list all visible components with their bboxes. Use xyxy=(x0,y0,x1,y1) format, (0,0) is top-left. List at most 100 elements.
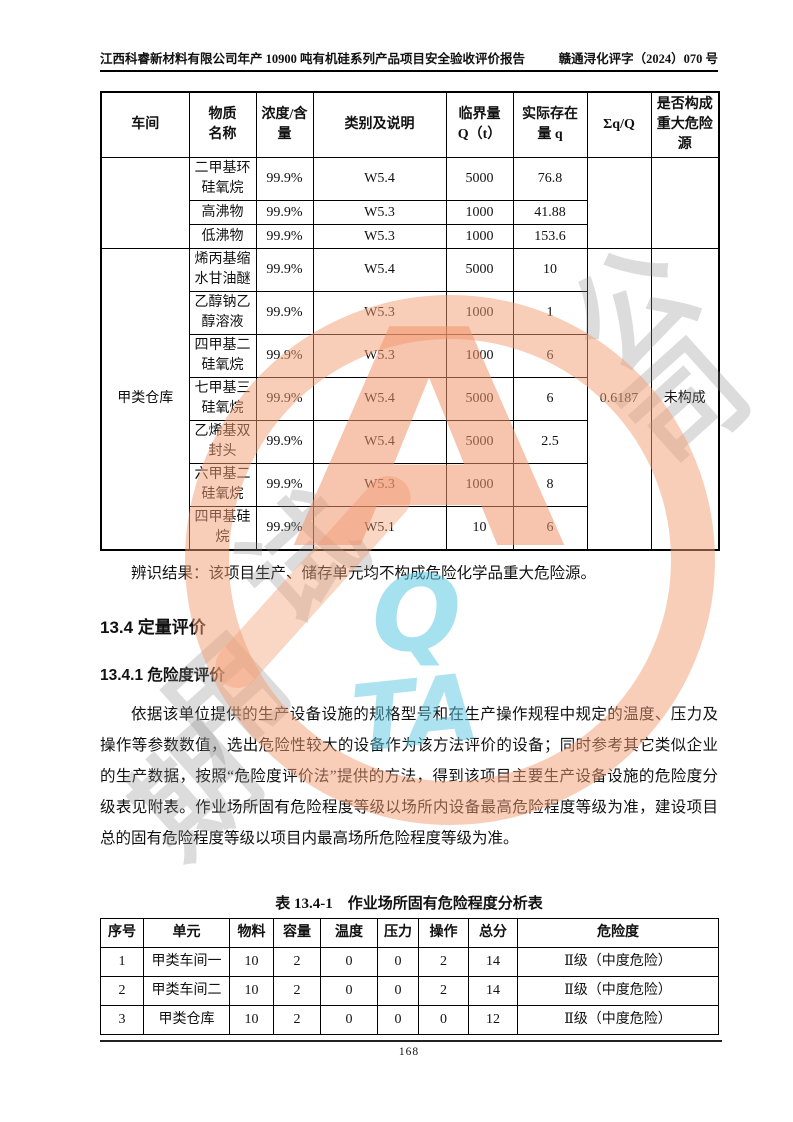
hazard-column-header: 实际存在 量 q xyxy=(512,91,588,158)
actual-quantity-cell: 1 xyxy=(512,291,588,335)
actual-quantity-cell: 76.8 xyxy=(512,157,588,201)
analysis-cell: 0 xyxy=(320,976,378,1006)
analysis-cell: 2 xyxy=(418,976,469,1006)
actual-quantity-cell: 2.5 xyxy=(512,420,588,464)
analysis-cell: 1 xyxy=(100,947,144,977)
analysis-cell: 甲类车间二 xyxy=(143,976,230,1006)
analysis-cell: 甲类车间一 xyxy=(143,947,230,977)
analysis-column-header: 操作 xyxy=(418,918,469,948)
analysis-column-header: 总分 xyxy=(468,918,518,948)
category-cell: W5.4 xyxy=(312,157,447,201)
analysis-column-header: 物料 xyxy=(229,918,274,948)
analysis-column-header: 单元 xyxy=(143,918,230,948)
page-number: 168 xyxy=(398,1046,420,1058)
analysis-table: 序号 单元 物料 容量 温度 压力 操作 总分 危险度 1 甲类车间一 10 2 0 0 2 14 Ⅱ级（中度危… xyxy=(100,918,719,1035)
critical-quantity-cell: 5000 xyxy=(445,248,514,292)
analysis-cell: 0 xyxy=(320,1005,378,1035)
analysis-cell: Ⅱ级（中度危险） xyxy=(517,976,719,1006)
substance-name-cell: 四甲基硅烷 xyxy=(188,506,257,551)
critical-quantity-cell: 5000 xyxy=(445,157,514,201)
concentration-cell: 99.9% xyxy=(255,248,314,292)
actual-quantity-cell: 10 xyxy=(512,248,588,292)
analysis-column-header: 压力 xyxy=(377,918,419,948)
hazard-column-header: 是否构成 重大危险 源 xyxy=(650,91,720,158)
major-hazard-cell: 未构成 xyxy=(650,248,720,551)
workshop-cell xyxy=(100,157,190,249)
hazard-column-header: 类别及说明 xyxy=(312,91,447,158)
analysis-cell: 甲类仓库 xyxy=(143,1005,230,1035)
identification-result: 辨识结果：该项目生产、储存单元均不构成危险化学品重大危险源。 xyxy=(131,565,597,582)
hazard-table-row: 低沸物 99.9% W5.3 1000 153.6 xyxy=(101,224,719,249)
analysis-cell: 2 xyxy=(273,976,321,1006)
hazard-source-table: 车间 物质 名称 浓度/含 量类别及说明 临界量 Q（t） 实际存在 量 q Σq/Q 是否… xyxy=(100,91,720,551)
concentration-cell: 99.9% xyxy=(255,200,314,225)
substance-name-cell: 烯丙基缩水甘油醚 xyxy=(188,248,257,292)
concentration-cell: 99.9% xyxy=(255,377,314,421)
critical-quantity-cell: 1000 xyxy=(445,463,514,507)
sum-ratio-cell xyxy=(586,157,652,249)
hazard-table-row: 六甲基二硅氧烷 99.9% W5.3 1000 8 xyxy=(101,463,719,507)
substance-name-cell: 乙烯基双封头 xyxy=(188,420,257,464)
category-cell: W5.1 xyxy=(312,506,447,551)
hazard-table-header-row: 车间 物质 名称 浓度/含 量类别及说明 临界量 Q（t） 实际存在 量 q Σq/Q 是否… xyxy=(100,91,720,158)
concentration-cell: 99.9% xyxy=(255,334,314,378)
analysis-column-header: 序号 xyxy=(100,918,144,948)
analysis-table-row: 3 甲类仓库 10 2 0 0 0 12 Ⅱ级（中度危险） xyxy=(100,1005,719,1035)
analysis-cell: 2 xyxy=(273,947,321,977)
analysis-column-header: 温度 xyxy=(320,918,378,948)
analysis-cell: 2 xyxy=(100,976,144,1006)
hazard-column-header: 车间 xyxy=(100,91,190,158)
critical-quantity-cell: 1000 xyxy=(445,334,514,378)
substance-name-cell: 四甲基二硅氧烷 xyxy=(188,334,257,378)
concentration-cell: 99.9% xyxy=(255,157,314,201)
analysis-cell: Ⅱ级（中度危险） xyxy=(517,947,719,977)
substance-name-cell: 六甲基二硅氧烷 xyxy=(188,463,257,507)
section-title: 13.4 定量评价 xyxy=(100,618,206,637)
analysis-cell: 12 xyxy=(468,1005,518,1035)
actual-quantity-cell: 6 xyxy=(512,506,588,551)
critical-quantity-cell: 5000 xyxy=(445,377,514,421)
hazard-table-row: 四甲基二硅氧烷 99.9% W5.3 1000 6 xyxy=(101,334,719,378)
critical-quantity-cell: 5000 xyxy=(445,420,514,464)
analysis-cell: 14 xyxy=(468,947,518,977)
analysis-cell: 0 xyxy=(377,947,419,977)
category-cell: W5.4 xyxy=(312,377,447,421)
critical-quantity-cell: 1000 xyxy=(445,291,514,335)
substance-name-cell: 二甲基环硅氧烷 xyxy=(188,157,257,201)
category-cell: W5.4 xyxy=(312,420,447,464)
evaluation-paragraph: 依据该单位提供的生产设备设施的规格型号和在生产操作规程中规定的温度、压力及操作等… xyxy=(100,706,718,847)
category-cell: W5.3 xyxy=(312,334,447,378)
analysis-cell: 14 xyxy=(468,976,518,1006)
critical-quantity-cell: 1000 xyxy=(445,224,514,249)
analysis-column-header: 容量 xyxy=(273,918,321,948)
analysis-cell: 3 xyxy=(100,1005,144,1035)
analysis-cell: 0 xyxy=(418,1005,469,1035)
analysis-table-title: 表 13.4-1 作业场所固有危险程度分析表 xyxy=(275,896,543,912)
category-cell: W5.3 xyxy=(312,224,447,249)
subsection-title: 13.4.1 危险度评价 xyxy=(100,667,225,684)
hazard-table-row: 高沸物 99.9% W5.3 1000 41.88 xyxy=(101,200,719,225)
critical-quantity-cell: 1000 xyxy=(445,200,514,225)
hazard-column-header: Σq/Q xyxy=(586,91,652,158)
analysis-table-row: 2 甲类车间二 10 2 0 0 2 14 Ⅱ级（中度危险） xyxy=(100,976,719,1006)
analysis-cell: 0 xyxy=(377,1005,419,1035)
concentration-cell: 99.9% xyxy=(255,291,314,335)
hazard-column-header: 浓度/含 量 xyxy=(255,91,314,158)
header-report-title: 江西科睿新材料有限公司年产 10900 吨有机硅系列产品项目安全验收评价报告 xyxy=(100,52,526,66)
analysis-cell: Ⅱ级（中度危险） xyxy=(517,1005,719,1035)
hazard-table-row: 二甲基环硅氧烷 99.9% W5.4 5000 76.8 xyxy=(100,157,720,249)
analysis-cell: 0 xyxy=(320,947,378,977)
major-hazard-cell xyxy=(650,157,720,249)
hazard-column-header: 临界量 Q（t） xyxy=(445,91,514,158)
category-cell: W5.3 xyxy=(312,200,447,225)
critical-quantity-cell: 10 xyxy=(445,506,514,551)
actual-quantity-cell: 6 xyxy=(512,334,588,378)
analysis-cell: 2 xyxy=(273,1005,321,1035)
analysis-table-row: 1 甲类车间一 10 2 0 0 2 14 Ⅱ级（中度危险） xyxy=(100,947,719,977)
page-header: 江西科睿新材料有限公司年产 10900 吨有机硅系列产品项目安全验收评价报告 赣… xyxy=(100,48,718,72)
category-cell: W5.4 xyxy=(312,248,447,292)
footer-rule xyxy=(100,1040,722,1042)
category-cell: W5.3 xyxy=(312,291,447,335)
actual-quantity-cell: 153.6 xyxy=(512,224,588,249)
analysis-cell: 0 xyxy=(377,976,419,1006)
